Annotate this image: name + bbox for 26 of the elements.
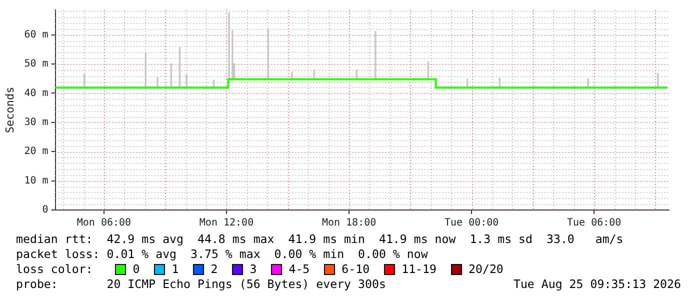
x-tick-label: Mon 12:00 [199,218,254,229]
y-tick-label: 10 m [24,175,48,186]
y-tick-label: 40 m [24,88,48,99]
legend-label: 3 [250,262,257,277]
text: probe: 20 ICMP Echo Pings (56 Bytes) every 300s [16,277,386,292]
legend-title: loss color: [16,262,93,277]
legend-label: 4-5 [288,262,310,277]
y-tick-label: 20 m [24,146,48,158]
legend-label: 0 [132,262,140,277]
legend-label: 6-10 [342,262,370,277]
y-tick-label: 30 m [24,117,48,128]
x-tick-label: Mon 18:00 [322,218,376,229]
x-tick-label: Tue 06:00 [567,218,622,229]
y-tick-label: 50 m [24,58,48,70]
legend-label: 2 [210,262,218,277]
legend-label: 11-19 [402,262,436,277]
x-tick-label: Mon 06:00 [76,218,132,229]
legend-label: 1 [172,262,179,277]
legend-label: 20/20 [468,262,504,277]
y-tick-label: 60 m [24,29,48,40]
text: median rtt: 42.9 ms avg 44.8 ms max 41.9 ms min 41.9 ms now 1.3 ms sd 33.0 am/s [16,232,624,247]
x-tick-label: Tue 00:00 [444,218,499,229]
y-axis-title: Seconds [3,86,16,134]
y-tick-label: 0 [42,204,48,216]
text: Tue Aug 25 09:35:13 2026 [513,277,681,292]
text: packet loss: 0.01 % avg 3.75 % max 0.00 % min 0.00 % now [16,247,429,262]
